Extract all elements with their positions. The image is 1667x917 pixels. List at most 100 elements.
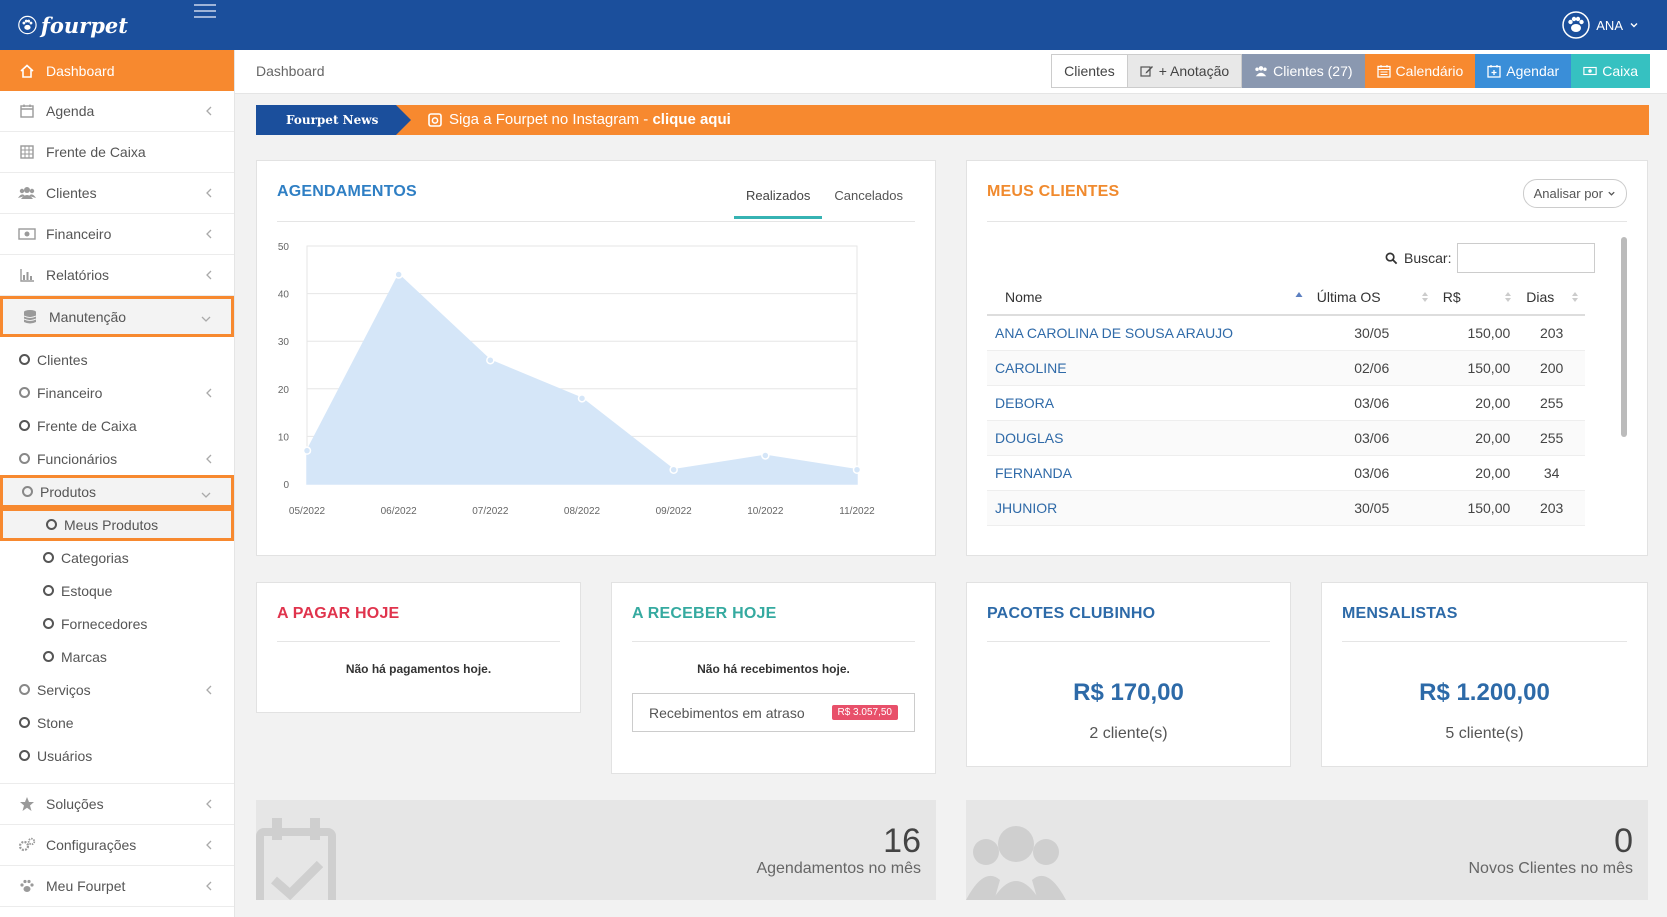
table-cell: 34 bbox=[1518, 455, 1585, 491]
paw-icon bbox=[18, 877, 36, 895]
sub-item-label: Categorias bbox=[61, 549, 129, 566]
analisar-por-dropdown[interactable]: Analisar por bbox=[1522, 179, 1627, 208]
user-menu[interactable]: ANA bbox=[1562, 11, 1639, 39]
logo[interactable]: fourpet bbox=[18, 10, 128, 40]
client-name-link[interactable]: DEBORA bbox=[987, 385, 1309, 421]
client-name-link[interactable]: JHUNIOR bbox=[987, 490, 1309, 526]
sidebar-item-meu-fourpet[interactable]: Meu Fourpet bbox=[0, 866, 234, 907]
sub-item-stone[interactable]: Stone bbox=[0, 706, 234, 739]
y-tick-label: 50 bbox=[278, 242, 290, 253]
sidebar-item-label: Configurações bbox=[46, 837, 137, 853]
chevron-left-icon bbox=[206, 840, 212, 850]
column-header-dias[interactable]: Dias bbox=[1518, 279, 1585, 316]
sub-item-label: Usuários bbox=[37, 747, 93, 764]
empty-message: Não há recebimentos hoje. bbox=[697, 662, 850, 676]
panel-title: MENSALISTAS bbox=[1342, 605, 1458, 622]
sub-item-usuarios[interactable]: Usuários bbox=[0, 739, 234, 772]
client-name-link[interactable]: FERNANDA bbox=[987, 455, 1309, 491]
cogs-icon bbox=[18, 836, 36, 854]
series-area bbox=[306, 273, 858, 485]
clientes-button[interactable]: Clientes bbox=[1051, 54, 1128, 88]
sidebar-item-frente-de-caixa[interactable]: Frente de Caixa bbox=[0, 132, 234, 173]
sub-item-fornecedores[interactable]: Fornecedores bbox=[0, 607, 234, 640]
agendar-button[interactable]: Agendar bbox=[1475, 54, 1572, 88]
x-tick-label: 08/2022 bbox=[564, 506, 601, 517]
column-header-rs[interactable]: R$ bbox=[1434, 279, 1519, 316]
sub-item-funcionarios[interactable]: Funcionários bbox=[0, 442, 234, 475]
client-name-link[interactable]: DOUGLAS bbox=[987, 420, 1309, 456]
instagram-icon bbox=[428, 112, 442, 127]
scrollbar[interactable] bbox=[1621, 237, 1627, 437]
table-cell: 30/05 bbox=[1308, 315, 1435, 351]
client-name-link[interactable]: ANA CAROLINA DE SOUSA ARAUJO bbox=[987, 315, 1309, 351]
brand-name: fourpet bbox=[40, 12, 128, 38]
search-icon bbox=[1385, 252, 1398, 264]
circle-icon bbox=[43, 552, 54, 563]
sub-item-meus-produtos[interactable]: Meus Produtos bbox=[0, 508, 234, 541]
circle-icon bbox=[43, 618, 54, 629]
calendar-check-icon bbox=[256, 818, 336, 900]
table-cell: 03/06 bbox=[1308, 455, 1435, 491]
data-point bbox=[761, 451, 770, 460]
clientes-panel: MEUS CLIENTES Analisar por Buscar: Nome … bbox=[966, 160, 1648, 556]
tab-cancelados[interactable]: Cancelados bbox=[834, 188, 903, 203]
empty-message: Não há pagamentos hoje. bbox=[345, 662, 492, 676]
circle-icon bbox=[19, 354, 30, 365]
sub-item-produtos[interactable]: Produtos bbox=[0, 475, 234, 508]
circle-icon bbox=[43, 585, 54, 596]
sidebar-item-solucoes[interactable]: Soluções bbox=[0, 784, 234, 825]
chevron-left-icon bbox=[206, 388, 212, 398]
search-input[interactable] bbox=[1457, 243, 1596, 273]
column-header-nome[interactable]: Nome bbox=[987, 279, 1309, 316]
calendario-button[interactable]: Calendário bbox=[1364, 54, 1476, 88]
y-tick-label: 10 bbox=[278, 432, 290, 443]
table-cell: 255 bbox=[1518, 420, 1585, 456]
sub-item-label: Produtos bbox=[40, 483, 97, 500]
calendar-icon bbox=[1376, 65, 1391, 78]
clientes-count-button[interactable]: Clientes (27) bbox=[1242, 54, 1365, 88]
sidebar-item-clientes[interactable]: Clientes bbox=[0, 173, 234, 214]
column-header-ultima-os[interactable]: Última OS bbox=[1308, 279, 1435, 316]
data-point bbox=[852, 465, 862, 474]
recebimentos-atraso[interactable]: Recebimentos em atraso R$ 3.057,50 bbox=[632, 693, 915, 732]
sidebar-item-configuracoes[interactable]: Configurações bbox=[0, 825, 234, 866]
users-icon bbox=[966, 826, 1066, 900]
sidebar-item-financeiro[interactable]: Financeiro bbox=[0, 214, 234, 255]
mensalistas-value: R$ 1.200,00 bbox=[1419, 679, 1550, 706]
panel-title: A RECEBER HOJE bbox=[632, 605, 777, 622]
menu-toggle-icon[interactable] bbox=[194, 4, 216, 20]
button-label: Caixa bbox=[1602, 63, 1638, 79]
sidebar-item-manutencao[interactable]: Manutenção bbox=[0, 296, 234, 337]
stat-label: Novos Clientes no mês bbox=[1468, 860, 1633, 877]
users-icon bbox=[1255, 66, 1267, 77]
sub-item-categorias[interactable]: Categorias bbox=[0, 541, 234, 574]
button-label: + Anotação bbox=[1158, 63, 1230, 79]
sort-asc-icon bbox=[1295, 292, 1303, 297]
client-name-link[interactable]: CAROLINE bbox=[987, 350, 1309, 386]
sub-item-estoque[interactable]: Estoque bbox=[0, 574, 234, 607]
news-link[interactable]: Siga a Fourpet no Instagram - clique aqu… bbox=[428, 111, 731, 128]
anotacao-button[interactable]: + Anotação bbox=[1127, 54, 1243, 88]
sub-item-financeiro[interactable]: Financeiro bbox=[0, 376, 234, 409]
sidebar-item-dashboard[interactable]: Dashboard bbox=[0, 50, 234, 91]
data-point bbox=[577, 394, 587, 403]
sub-item-marcas[interactable]: Marcas bbox=[0, 640, 234, 673]
table-cell: 150,00 bbox=[1434, 315, 1519, 351]
sidebar-item-agenda[interactable]: Agenda bbox=[0, 91, 234, 132]
tab-realizados[interactable]: Realizados bbox=[734, 183, 823, 219]
sub-item-clientes[interactable]: Clientes bbox=[0, 343, 234, 376]
sub-item-servicos[interactable]: Serviços bbox=[0, 673, 234, 706]
chevron-down-icon bbox=[1608, 191, 1615, 196]
chevron-left-icon bbox=[206, 881, 212, 891]
table-cell: 203 bbox=[1518, 490, 1585, 526]
sub-item-frente-de-caixa[interactable]: Frente de Caixa bbox=[0, 409, 234, 442]
sub-item-label: Estoque bbox=[61, 582, 113, 599]
caixa-button[interactable]: Caixa bbox=[1571, 54, 1650, 88]
chevron-left-icon bbox=[206, 685, 212, 695]
circle-icon bbox=[19, 420, 30, 431]
user-avatar-icon bbox=[1562, 11, 1591, 39]
agendamentos-tabs: Realizados Cancelados bbox=[734, 183, 915, 219]
table-cell: 20,00 bbox=[1434, 455, 1519, 491]
agendamentos-panel: AGENDAMENTOS Realizados Cancelados 0 10 20… bbox=[256, 160, 936, 556]
sidebar-item-relatorios[interactable]: Relatórios bbox=[0, 255, 234, 296]
